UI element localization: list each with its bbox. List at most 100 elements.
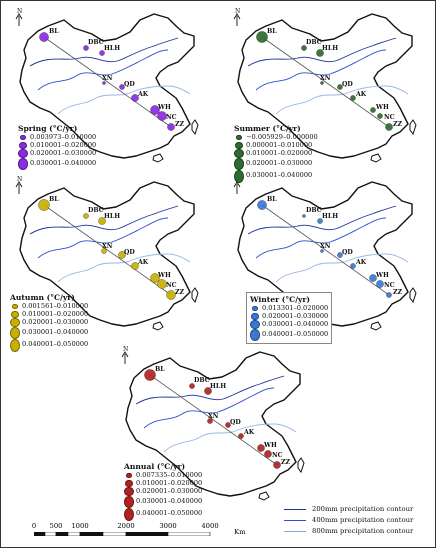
station-marker-dbc bbox=[302, 214, 306, 218]
legend-dot-icon bbox=[126, 473, 132, 479]
legend-row: −0.005929–0.000000 bbox=[234, 133, 318, 142]
station-marker-dbc bbox=[301, 45, 307, 51]
legend-swatch bbox=[10, 318, 20, 328]
station-marker-nc bbox=[377, 113, 383, 119]
legend-swatch bbox=[234, 158, 244, 170]
station-marker-qd bbox=[118, 251, 126, 259]
station-marker-hlh bbox=[99, 50, 105, 56]
station-label-hlh: HLH bbox=[322, 45, 338, 52]
station-marker-ak bbox=[131, 262, 139, 270]
north-arrow-icon: N bbox=[15, 176, 23, 194]
scale-tick-label: 4000 bbox=[201, 522, 219, 530]
legend-dot-icon bbox=[124, 487, 134, 497]
legend-dot-icon bbox=[252, 306, 258, 312]
legend-class-label: 0.020001–0.030000 bbox=[262, 311, 329, 320]
north-arrow-shape bbox=[233, 13, 241, 26]
legend-row: 0.020001–0.030000 bbox=[10, 317, 89, 328]
station-label-hlh: HLH bbox=[104, 45, 120, 52]
legend-class-label: 0.040001–0.050000 bbox=[136, 509, 203, 518]
legend-annual: Annual (°C/yr) 0.007335–0.010000 0.010001–… bbox=[124, 462, 202, 521]
station-label-ak: AK bbox=[243, 429, 255, 436]
transect-line bbox=[149, 374, 278, 466]
scale-segment bbox=[67, 532, 81, 536]
north-arrow-shape bbox=[233, 181, 241, 194]
station-marker-nc bbox=[157, 111, 167, 121]
legend-dot-icon bbox=[236, 135, 242, 141]
station-marker-wh bbox=[370, 107, 376, 113]
north-arrow-shape bbox=[121, 351, 129, 364]
station-label-ak: AK bbox=[137, 259, 149, 266]
contour-800-label: 800mm precipitation contour bbox=[312, 527, 414, 535]
station-label-hlh: HLH bbox=[104, 213, 120, 220]
contour-400mm bbox=[37, 217, 169, 259]
legend-dot-icon bbox=[124, 496, 134, 508]
legend-row: 0.040001–0.050000 bbox=[10, 338, 88, 352]
station-marker-ak bbox=[131, 94, 139, 102]
legend-dot-icon bbox=[234, 169, 244, 183]
legend-swatch bbox=[124, 473, 134, 479]
scale-tick-label: 2000 bbox=[117, 522, 135, 530]
station-label-bl: BL bbox=[49, 196, 59, 203]
contour-200mm bbox=[247, 205, 397, 235]
hainan-island bbox=[370, 153, 382, 163]
legend-swatch bbox=[250, 312, 260, 320]
legend-row: 0.007335–0.010000 bbox=[124, 471, 203, 480]
scale-segment bbox=[34, 532, 46, 536]
station-marker-hlh bbox=[98, 217, 106, 225]
station-label-zz: ZZ bbox=[175, 121, 185, 128]
legend-summer: Summer (°C/yr) −0.005929–0.000000 0.000001… bbox=[234, 124, 318, 183]
north-arrow-shape bbox=[15, 181, 23, 194]
legend-row: 0.040001–0.050000 bbox=[250, 329, 328, 341]
scale-bar-graphic bbox=[34, 532, 211, 536]
north-label: N bbox=[17, 8, 22, 15]
station-label-dbc: DBC bbox=[88, 39, 104, 46]
legend-autumn: Autumn (°C/yr) 0.001561–0.010000 0.010001–… bbox=[10, 293, 88, 352]
station-marker-dbc bbox=[83, 213, 89, 219]
country-outline bbox=[125, 351, 301, 497]
contour-200-line bbox=[284, 509, 306, 510]
legend-row: 0.020001–0.030000 bbox=[234, 158, 318, 170]
legend-class-label: 0.000001–0.010000 bbox=[246, 140, 313, 149]
north-arrow-icon: N bbox=[15, 8, 23, 26]
legend-dot-icon bbox=[125, 479, 133, 487]
scale-segment bbox=[125, 532, 169, 536]
contour-legend: 200mm precipitation contour 400mm precip… bbox=[284, 504, 413, 537]
contour-800mm bbox=[275, 85, 409, 115]
legend-class-label: 0.010001–0.020000 bbox=[22, 309, 89, 318]
taiwan-island bbox=[297, 457, 305, 474]
legend-class-label: 0.001561–0.010000 bbox=[22, 302, 89, 310]
station-label-qd: QD bbox=[342, 81, 353, 88]
station-marker-xn bbox=[102, 81, 106, 85]
station-marker-dbc bbox=[83, 45, 89, 51]
transect-line bbox=[43, 36, 172, 128]
legend-class-label: 0.020001–0.030000 bbox=[246, 159, 313, 168]
contour-400mm bbox=[143, 387, 275, 429]
scale-tick-label: 500 bbox=[49, 522, 63, 530]
legend-swatch bbox=[124, 479, 134, 487]
station-marker-hlh bbox=[204, 387, 212, 395]
legend-title: Annual (°C/yr) bbox=[124, 462, 186, 471]
contour-400-line bbox=[284, 520, 306, 521]
station-marker-zz bbox=[273, 461, 281, 469]
station-label-xn: XN bbox=[208, 413, 219, 420]
contour-800-line bbox=[284, 531, 306, 532]
station-label-hlh: HLH bbox=[322, 213, 338, 220]
legend-swatch bbox=[18, 158, 28, 170]
legend-swatch bbox=[234, 169, 244, 183]
station-label-qd: QD bbox=[124, 249, 135, 256]
legend-class-label: 0.007335–0.010000 bbox=[136, 471, 203, 479]
station-label-nc: NC bbox=[272, 452, 283, 459]
station-label-qd: QD bbox=[124, 81, 135, 88]
legend-class-label: 0.020001–0.030000 bbox=[22, 317, 89, 326]
taiwan-island bbox=[409, 287, 417, 304]
station-label-bl: BL bbox=[267, 28, 277, 35]
legend-row: 0.030001–0.040000 bbox=[124, 496, 202, 508]
contour-800mm bbox=[57, 253, 191, 283]
country-outline bbox=[237, 181, 413, 327]
legend-dot-icon bbox=[234, 149, 244, 159]
station-label-zz: ZZ bbox=[393, 289, 403, 296]
legend-row: 0.030001–0.040000 bbox=[10, 327, 88, 339]
station-label-xn: XN bbox=[102, 243, 113, 250]
